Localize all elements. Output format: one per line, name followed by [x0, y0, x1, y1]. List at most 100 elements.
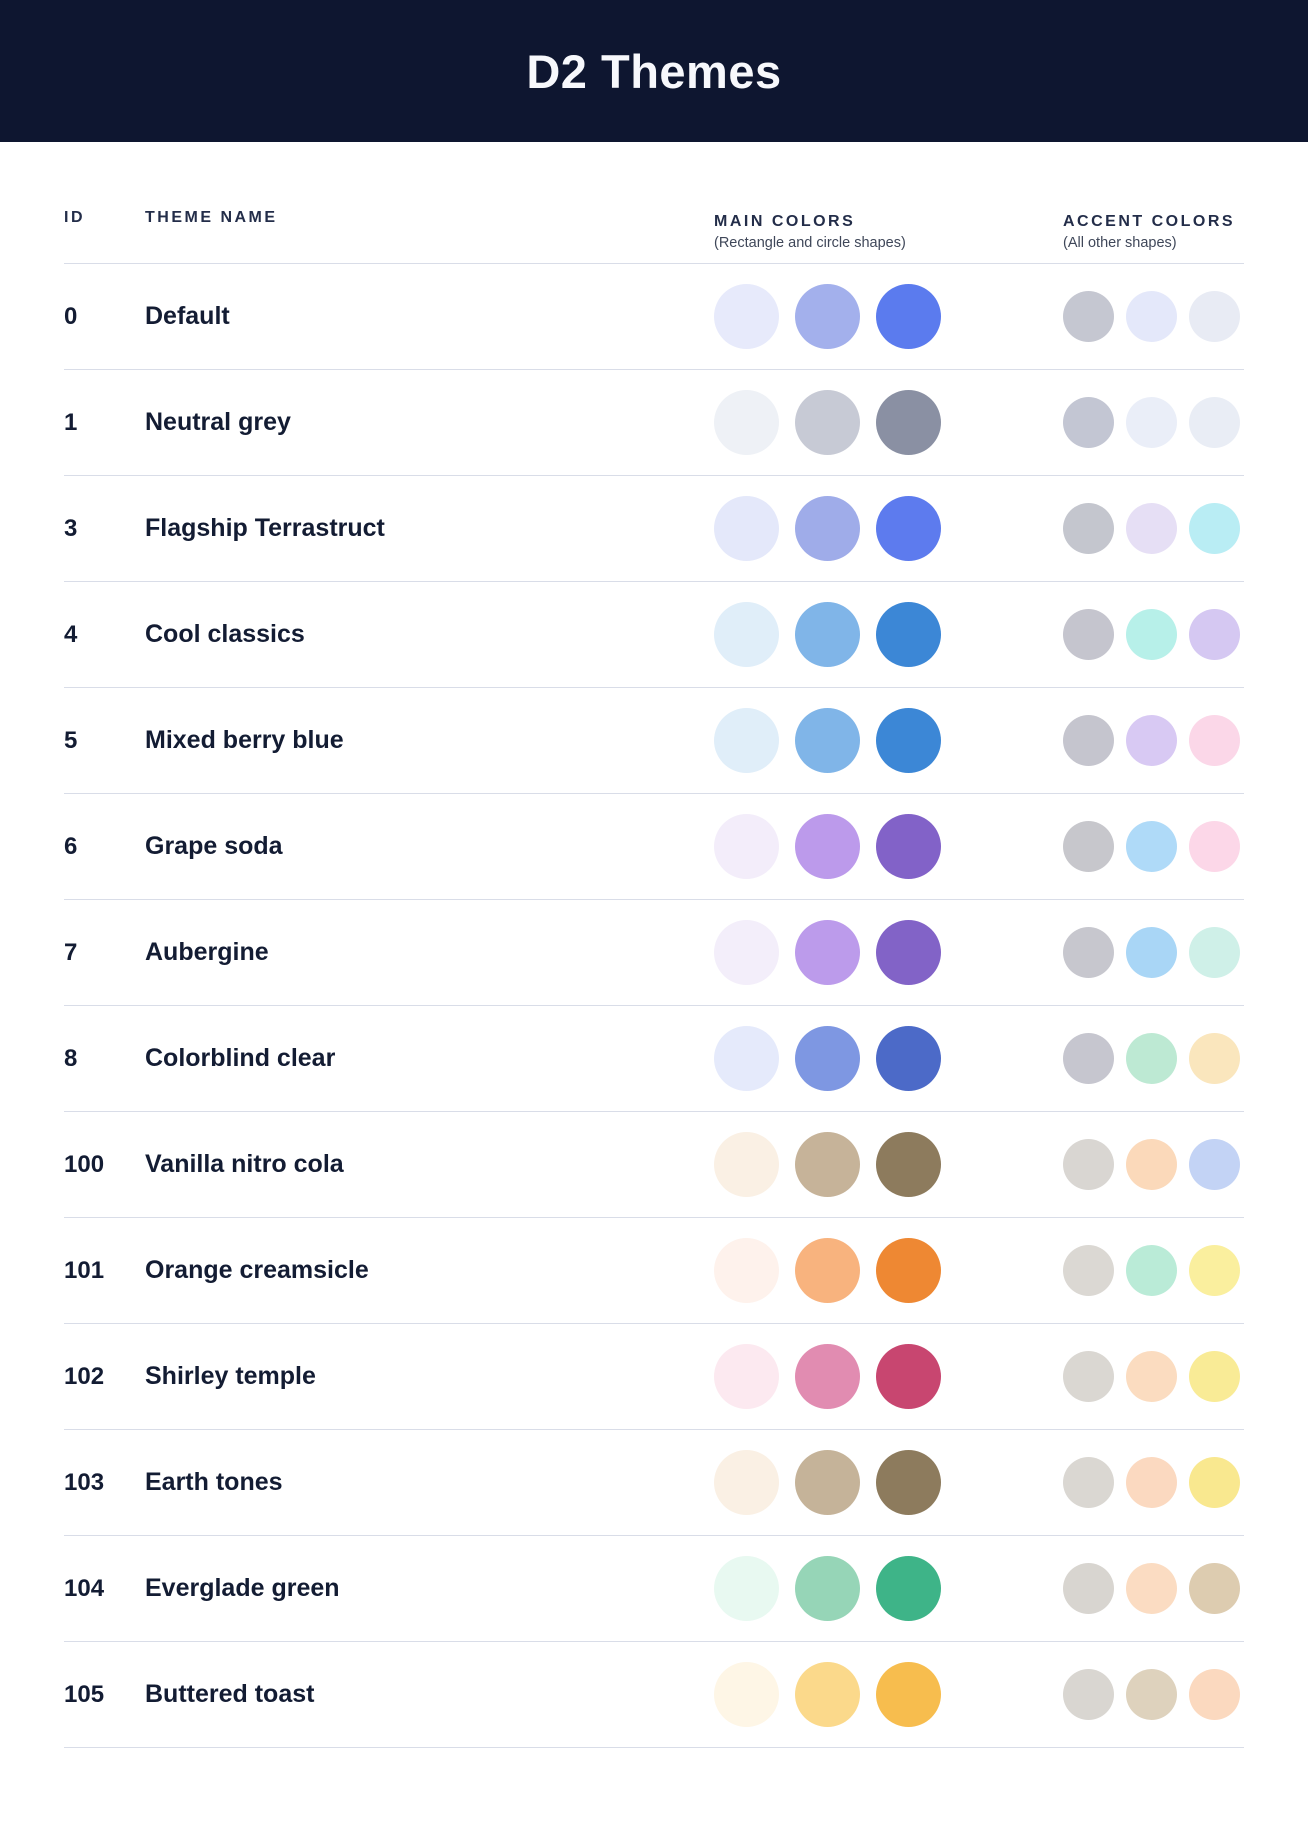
accent-color-swatch	[1063, 397, 1114, 448]
main-color-swatch	[714, 1450, 779, 1515]
theme-name: Mixed berry blue	[145, 726, 344, 754]
theme-name: Aubergine	[145, 938, 269, 966]
page-header: D2 Themes	[0, 0, 1308, 142]
main-colors-group	[714, 920, 941, 985]
accent-color-swatch	[1189, 1457, 1240, 1508]
theme-id: 8	[64, 1044, 78, 1072]
table-row: 102 Shirley temple	[64, 1324, 1244, 1430]
table-row: 3 Flagship Terrastruct	[64, 476, 1244, 582]
theme-name: Neutral grey	[145, 408, 291, 436]
main-color-swatch	[876, 1450, 941, 1515]
theme-name: Everglade green	[145, 1574, 340, 1602]
main-color-swatch	[876, 390, 941, 455]
main-colors-group	[714, 1450, 941, 1515]
table-row: 8 Colorblind clear	[64, 1006, 1244, 1112]
theme-name: Buttered toast	[145, 1680, 315, 1708]
main-color-swatch	[876, 814, 941, 879]
accent-color-swatch	[1063, 927, 1114, 978]
theme-id: 5	[64, 726, 78, 754]
main-color-swatch	[876, 1238, 941, 1303]
theme-id: 104	[64, 1574, 105, 1602]
main-colors-group	[714, 814, 941, 879]
table-row: 6 Grape soda	[64, 794, 1244, 900]
theme-id: 102	[64, 1362, 105, 1390]
table-header-row: ID THEME NAME MAIN COLORS (Rectangle and…	[64, 142, 1244, 264]
main-colors-group	[714, 390, 941, 455]
main-color-swatch	[795, 814, 860, 879]
main-color-swatch	[714, 1662, 779, 1727]
theme-name: Vanilla nitro cola	[145, 1150, 344, 1178]
main-colors-group	[714, 1132, 941, 1197]
main-color-swatch	[714, 1556, 779, 1621]
accent-color-swatch	[1063, 609, 1114, 660]
main-color-swatch	[714, 390, 779, 455]
main-color-swatch	[795, 602, 860, 667]
column-header-main-colors: MAIN COLORS	[714, 213, 856, 230]
table-row: 5 Mixed berry blue	[64, 688, 1244, 794]
main-colors-group	[714, 602, 941, 667]
main-color-swatch	[876, 1556, 941, 1621]
accent-colors-group	[1063, 609, 1240, 660]
accent-color-swatch	[1126, 1033, 1177, 1084]
table-row: 100 Vanilla nitro cola	[64, 1112, 1244, 1218]
main-color-swatch	[795, 1238, 860, 1303]
table-row: 4 Cool classics	[64, 582, 1244, 688]
main-color-swatch	[795, 708, 860, 773]
table-row: 105 Buttered toast	[64, 1642, 1244, 1748]
main-colors-group	[714, 1238, 941, 1303]
accent-color-swatch	[1063, 1563, 1114, 1614]
main-color-swatch	[714, 814, 779, 879]
theme-name: Shirley temple	[145, 1362, 316, 1390]
accent-color-swatch	[1063, 503, 1114, 554]
accent-color-swatch	[1063, 1245, 1114, 1296]
accent-color-swatch	[1126, 1563, 1177, 1614]
main-color-swatch	[876, 496, 941, 561]
accent-color-swatch	[1189, 291, 1240, 342]
theme-id: 105	[64, 1680, 105, 1708]
main-color-swatch	[795, 496, 860, 561]
accent-color-swatch	[1189, 503, 1240, 554]
accent-colors-group	[1063, 1351, 1240, 1402]
main-color-swatch	[714, 1344, 779, 1409]
main-color-swatch	[795, 1344, 860, 1409]
accent-color-swatch	[1189, 1033, 1240, 1084]
main-color-swatch	[714, 602, 779, 667]
theme-id: 4	[64, 620, 78, 648]
theme-name: Cool classics	[145, 620, 305, 648]
main-color-swatch	[795, 390, 860, 455]
theme-id: 7	[64, 938, 78, 966]
page-title: D2 Themes	[526, 44, 782, 98]
accent-color-swatch	[1063, 1033, 1114, 1084]
accent-color-swatch	[1126, 1351, 1177, 1402]
main-color-swatch	[714, 1238, 779, 1303]
accent-colors-group	[1063, 1669, 1240, 1720]
theme-name: Flagship Terrastruct	[145, 514, 385, 542]
accent-color-swatch	[1126, 1245, 1177, 1296]
theme-name: Colorblind clear	[145, 1044, 336, 1072]
accent-color-swatch	[1126, 1669, 1177, 1720]
accent-colors-group	[1063, 1033, 1240, 1084]
accent-colors-group	[1063, 1245, 1240, 1296]
main-color-swatch	[876, 1026, 941, 1091]
main-color-swatch	[876, 1662, 941, 1727]
main-color-swatch	[714, 1026, 779, 1091]
accent-color-swatch	[1189, 715, 1240, 766]
column-header-accent-colors: ACCENT COLORS	[1063, 213, 1236, 230]
theme-name: Orange creamsicle	[145, 1256, 369, 1284]
themes-table: ID THEME NAME MAIN COLORS (Rectangle and…	[0, 142, 1308, 1748]
accent-colors-group	[1063, 821, 1240, 872]
accent-color-swatch	[1063, 821, 1114, 872]
theme-id: 103	[64, 1468, 105, 1496]
table-row: 101 Orange creamsicle	[64, 1218, 1244, 1324]
accent-color-swatch	[1189, 1563, 1240, 1614]
table-row: 104 Everglade green	[64, 1536, 1244, 1642]
accent-color-swatch	[1063, 1457, 1114, 1508]
table-row: 103 Earth tones	[64, 1430, 1244, 1536]
theme-id: 3	[64, 514, 78, 542]
accent-color-swatch	[1063, 1139, 1114, 1190]
accent-color-swatch	[1189, 397, 1240, 448]
theme-id: 6	[64, 832, 78, 860]
accent-colors-group	[1063, 715, 1240, 766]
main-colors-group	[714, 496, 941, 561]
accent-color-swatch	[1063, 715, 1114, 766]
